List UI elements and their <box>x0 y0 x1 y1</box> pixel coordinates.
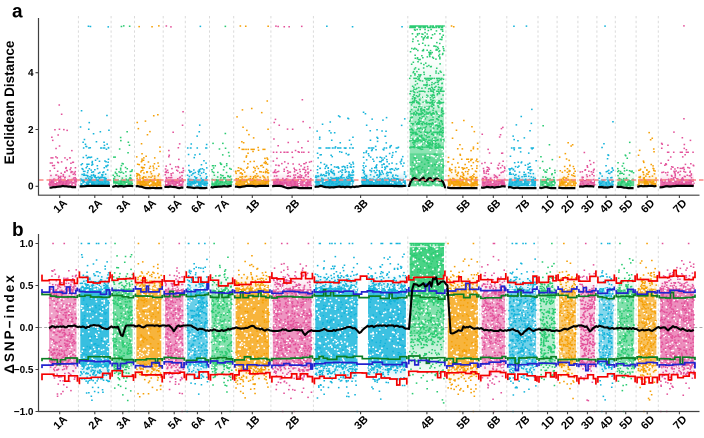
svg-text:0.0: 0.0 <box>20 323 34 334</box>
svg-text:0: 0 <box>28 182 34 193</box>
svg-text:0.5: 0.5 <box>20 281 34 292</box>
svg-text:−1.0: −1.0 <box>14 407 34 418</box>
svg-text:4: 4 <box>28 68 34 79</box>
svg-text:1.0: 1.0 <box>20 239 34 250</box>
svg-text:2: 2 <box>28 125 34 136</box>
svg-text:Euclidean Distance: Euclidean Distance <box>2 40 17 164</box>
svg-text:−0.5: −0.5 <box>14 365 34 376</box>
svg-text:a: a <box>12 2 23 23</box>
svg-text:ΔSNP−index: ΔSNP−index <box>2 273 17 374</box>
svg-text:b: b <box>12 220 24 241</box>
